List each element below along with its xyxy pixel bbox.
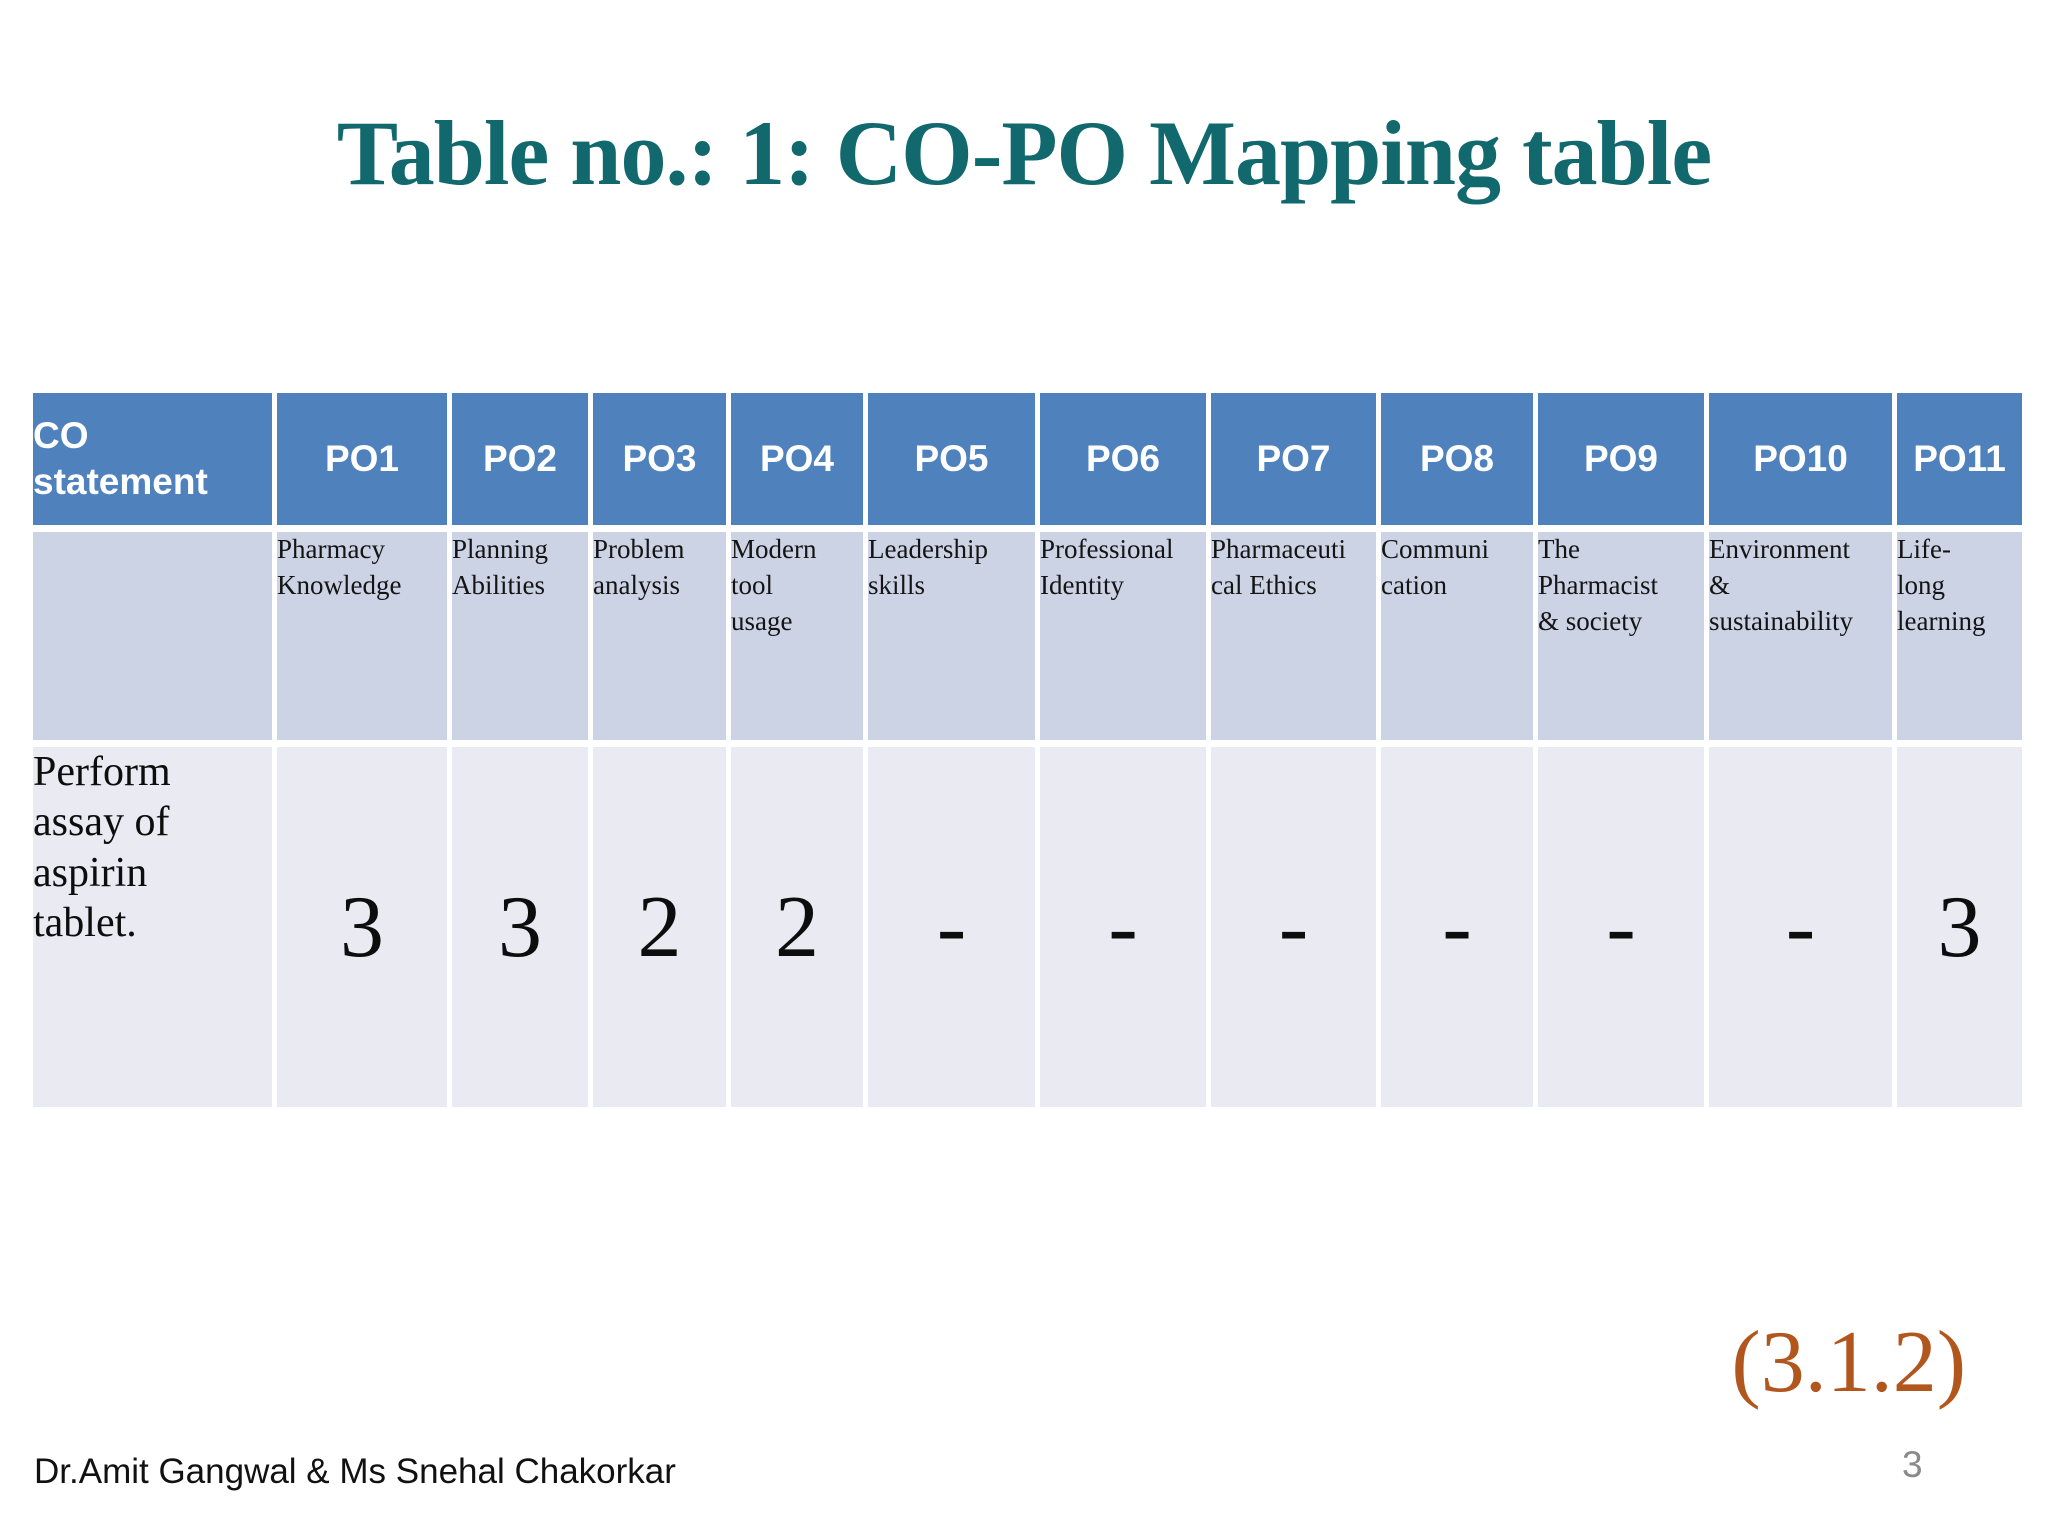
value-cell-po2: 3 — [452, 747, 593, 1107]
value-cell-po10: - — [1709, 747, 1897, 1107]
description-cell-po2: Planning Abilities — [452, 532, 593, 747]
description-cell-po9: The Pharmacist & society — [1538, 532, 1709, 747]
value-cell-po1: 3 — [277, 747, 452, 1107]
column-header-po4: PO4 — [731, 393, 868, 532]
column-header-po5: PO5 — [868, 393, 1040, 532]
value-cell-po4: 2 — [731, 747, 868, 1107]
value-cell-po5: - — [868, 747, 1040, 1107]
description-cell-po3: Problem analysis — [593, 532, 731, 747]
description-cell-po8: Communi cation — [1381, 532, 1538, 747]
value-cell-po7: - — [1211, 747, 1381, 1107]
table-data-row: Perform assay of aspirin tablet. 3 3 2 2… — [33, 747, 2022, 1107]
description-cell-po4: Modern tool usage — [731, 532, 868, 747]
column-header-po10: PO10 — [1709, 393, 1897, 532]
value-cell-po11: 3 — [1897, 747, 2022, 1107]
footer-authors: Dr.Amit Gangwal & Ms Snehal Chakorkar — [34, 1452, 676, 1491]
column-header-po11: PO11 — [1897, 393, 2022, 532]
value-cell-po8: - — [1381, 747, 1538, 1107]
table-description-row: Pharmacy Knowledge Planning Abilities Pr… — [33, 532, 2022, 747]
description-cell-po1: Pharmacy Knowledge — [277, 532, 452, 747]
value-cell-po9: - — [1538, 747, 1709, 1107]
column-header-po6: PO6 — [1040, 393, 1211, 532]
table-header-row: CO statement PO1 PO2 PO3 PO4 PO5 PO6 PO7… — [33, 393, 2022, 532]
description-cell-po11: Life- long learning — [1897, 532, 2022, 747]
column-header-po8: PO8 — [1381, 393, 1538, 532]
column-header-po1: PO1 — [277, 393, 452, 532]
description-cell-po10: Environment & sustainability — [1709, 532, 1897, 747]
column-header-po9: PO9 — [1538, 393, 1709, 532]
description-cell-po6: Professional Identity — [1040, 532, 1211, 747]
co-statement-cell: Perform assay of aspirin tablet. — [33, 747, 277, 1107]
corner-header-co-statement: CO statement — [33, 393, 277, 532]
page-number: 3 — [1902, 1444, 1923, 1485]
co-po-mapping-table: CO statement PO1 PO2 PO3 PO4 PO5 PO6 PO7… — [33, 393, 2022, 1107]
page-title: Table no.: 1: CO-PO Mapping table — [336, 102, 1712, 204]
column-header-po2: PO2 — [452, 393, 593, 532]
description-cell-po5: Leadership skills — [868, 532, 1040, 747]
description-cell-po7: Pharmaceuti cal Ethics — [1211, 532, 1381, 747]
reference-number: (3.1.2) — [1731, 1314, 1966, 1411]
column-header-po3: PO3 — [593, 393, 731, 532]
value-cell-po6: - — [1040, 747, 1211, 1107]
value-cell-po3: 2 — [593, 747, 731, 1107]
description-cell-empty — [33, 532, 277, 747]
column-header-po7: PO7 — [1211, 393, 1381, 532]
